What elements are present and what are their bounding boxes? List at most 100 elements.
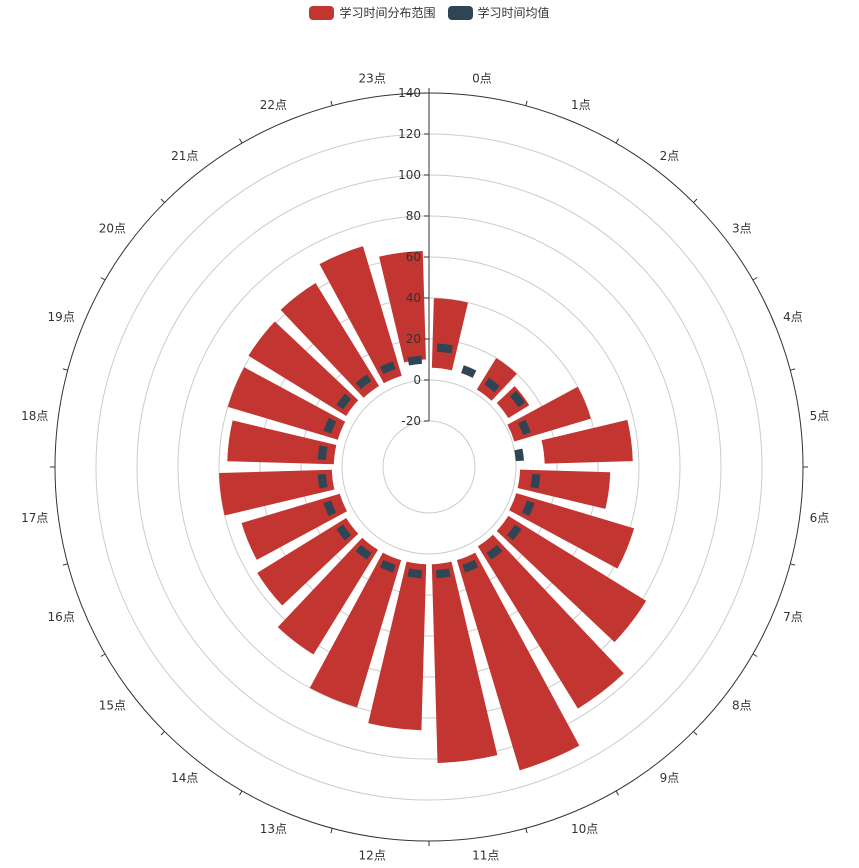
- angle-tick: [62, 368, 68, 371]
- angle-label: 16点: [48, 610, 75, 624]
- range-bar[interactable]: [496, 515, 647, 643]
- range-bar[interactable]: [517, 469, 611, 509]
- mean-bar[interactable]: [461, 365, 477, 378]
- angle-tick: [790, 563, 796, 566]
- range-bars: [219, 246, 647, 771]
- mean-bar[interactable]: [486, 544, 503, 560]
- mean-bar[interactable]: [521, 500, 535, 517]
- angle-label: 14点: [171, 771, 198, 785]
- range-bar[interactable]: [227, 420, 337, 465]
- angle-label: 23点: [359, 71, 386, 85]
- mean-bar[interactable]: [514, 448, 524, 462]
- angle-label: 8点: [732, 699, 752, 713]
- angle-label: 21点: [171, 149, 198, 163]
- range-bar[interactable]: [368, 561, 427, 731]
- angle-tick: [100, 653, 106, 657]
- legend-swatch-range: [309, 5, 335, 20]
- range-bar[interactable]: [227, 367, 346, 440]
- radius-tick-label: 80: [406, 209, 421, 223]
- mean-bar[interactable]: [336, 524, 352, 541]
- mean-bar[interactable]: [518, 419, 531, 435]
- legend-item-range[interactable]: 学习时间分布范围: [309, 4, 436, 21]
- angle-tick: [790, 368, 796, 371]
- angle-label: 17点: [21, 511, 48, 525]
- angle-tick: [752, 653, 758, 657]
- legend: 学习时间分布范围 学习时间均值: [0, 4, 859, 21]
- mean-bar[interactable]: [407, 568, 423, 579]
- angle-label: 10点: [571, 822, 598, 836]
- mean-bar[interactable]: [317, 445, 328, 461]
- inner-circle: [382, 420, 476, 514]
- radius-tick-label: 100: [398, 168, 421, 182]
- radius-tick-label: 0: [413, 373, 421, 387]
- angle-tick: [330, 100, 333, 106]
- angle-label: 20点: [99, 221, 126, 235]
- angle-label: 18点: [21, 409, 48, 423]
- mean-bar[interactable]: [506, 524, 522, 541]
- range-bar[interactable]: [248, 321, 359, 416]
- range-bar[interactable]: [431, 561, 498, 763]
- mean-bar[interactable]: [462, 559, 479, 573]
- range-bar[interactable]: [319, 246, 402, 384]
- mean-bar[interactable]: [509, 390, 526, 408]
- angle-tick: [615, 138, 619, 144]
- range-bar[interactable]: [431, 298, 469, 371]
- radius-tick-label: 120: [398, 127, 421, 141]
- angle-tick: [525, 100, 528, 106]
- range-bar[interactable]: [241, 493, 348, 560]
- range-bar[interactable]: [280, 282, 380, 398]
- mean-bar[interactable]: [317, 473, 328, 489]
- angle-tick: [330, 828, 333, 834]
- mean-bar[interactable]: [530, 473, 541, 489]
- angle-label: 6点: [810, 511, 830, 525]
- angle-label: 1点: [571, 98, 591, 112]
- angle-tick: [525, 828, 528, 834]
- mean-bar[interactable]: [336, 393, 352, 410]
- mean-bar[interactable]: [379, 559, 396, 573]
- mean-bar[interactable]: [355, 374, 372, 390]
- range-bar[interactable]: [456, 552, 580, 771]
- angle-label: 9点: [660, 771, 680, 785]
- angle-label: 15点: [99, 699, 126, 713]
- angle-tick: [160, 198, 165, 203]
- legend-label-range: 学习时间分布范围: [339, 6, 436, 20]
- angle-tick: [239, 138, 243, 144]
- range-bar[interactable]: [219, 469, 335, 516]
- mean-bar[interactable]: [379, 361, 396, 375]
- legend-item-mean[interactable]: 学习时间均值: [447, 4, 550, 21]
- mean-bar[interactable]: [435, 568, 451, 579]
- mean-bars: [317, 343, 541, 579]
- angle-tick: [239, 790, 243, 796]
- range-bar[interactable]: [477, 534, 624, 709]
- mean-bar[interactable]: [355, 544, 372, 560]
- angle-tick: [62, 563, 68, 566]
- mean-bar[interactable]: [323, 417, 337, 434]
- radius-axis: -20 0 20 40 60 80 100 120 140: [398, 86, 430, 428]
- legend-label-mean: 学习时间均值: [477, 6, 550, 20]
- mean-bar[interactable]: [407, 355, 423, 366]
- angle-tick: [693, 198, 698, 203]
- range-bar[interactable]: [476, 358, 517, 401]
- mean-bar[interactable]: [484, 377, 500, 393]
- angle-label: 11点: [472, 849, 499, 863]
- angle-label: 19点: [48, 310, 75, 324]
- angle-label: 13点: [260, 822, 287, 836]
- angle-label: 22点: [260, 98, 287, 112]
- range-bar[interactable]: [379, 250, 426, 363]
- mean-bar[interactable]: [323, 500, 337, 517]
- angle-tick: [615, 790, 619, 796]
- radius-tick-label: 20: [406, 332, 421, 346]
- angle-label: 0点: [472, 71, 492, 85]
- range-bar[interactable]: [309, 552, 402, 708]
- angle-tick: [693, 731, 698, 736]
- angle-tick: [160, 731, 165, 736]
- radius-tick-label: 140: [398, 86, 421, 100]
- mean-bar[interactable]: [436, 343, 453, 354]
- range-bar[interactable]: [509, 493, 635, 569]
- radius-tick-label: 60: [406, 250, 421, 264]
- range-bar[interactable]: [257, 518, 359, 606]
- range-bar[interactable]: [541, 419, 633, 464]
- range-bar[interactable]: [277, 537, 378, 655]
- range-bar[interactable]: [496, 386, 530, 419]
- angle-axis: 0点 1点 2点 3点 4点 5点 6点 7点 8点 9点 10点 11点 12点 13点 14点 15点 16…: [21, 71, 829, 862]
